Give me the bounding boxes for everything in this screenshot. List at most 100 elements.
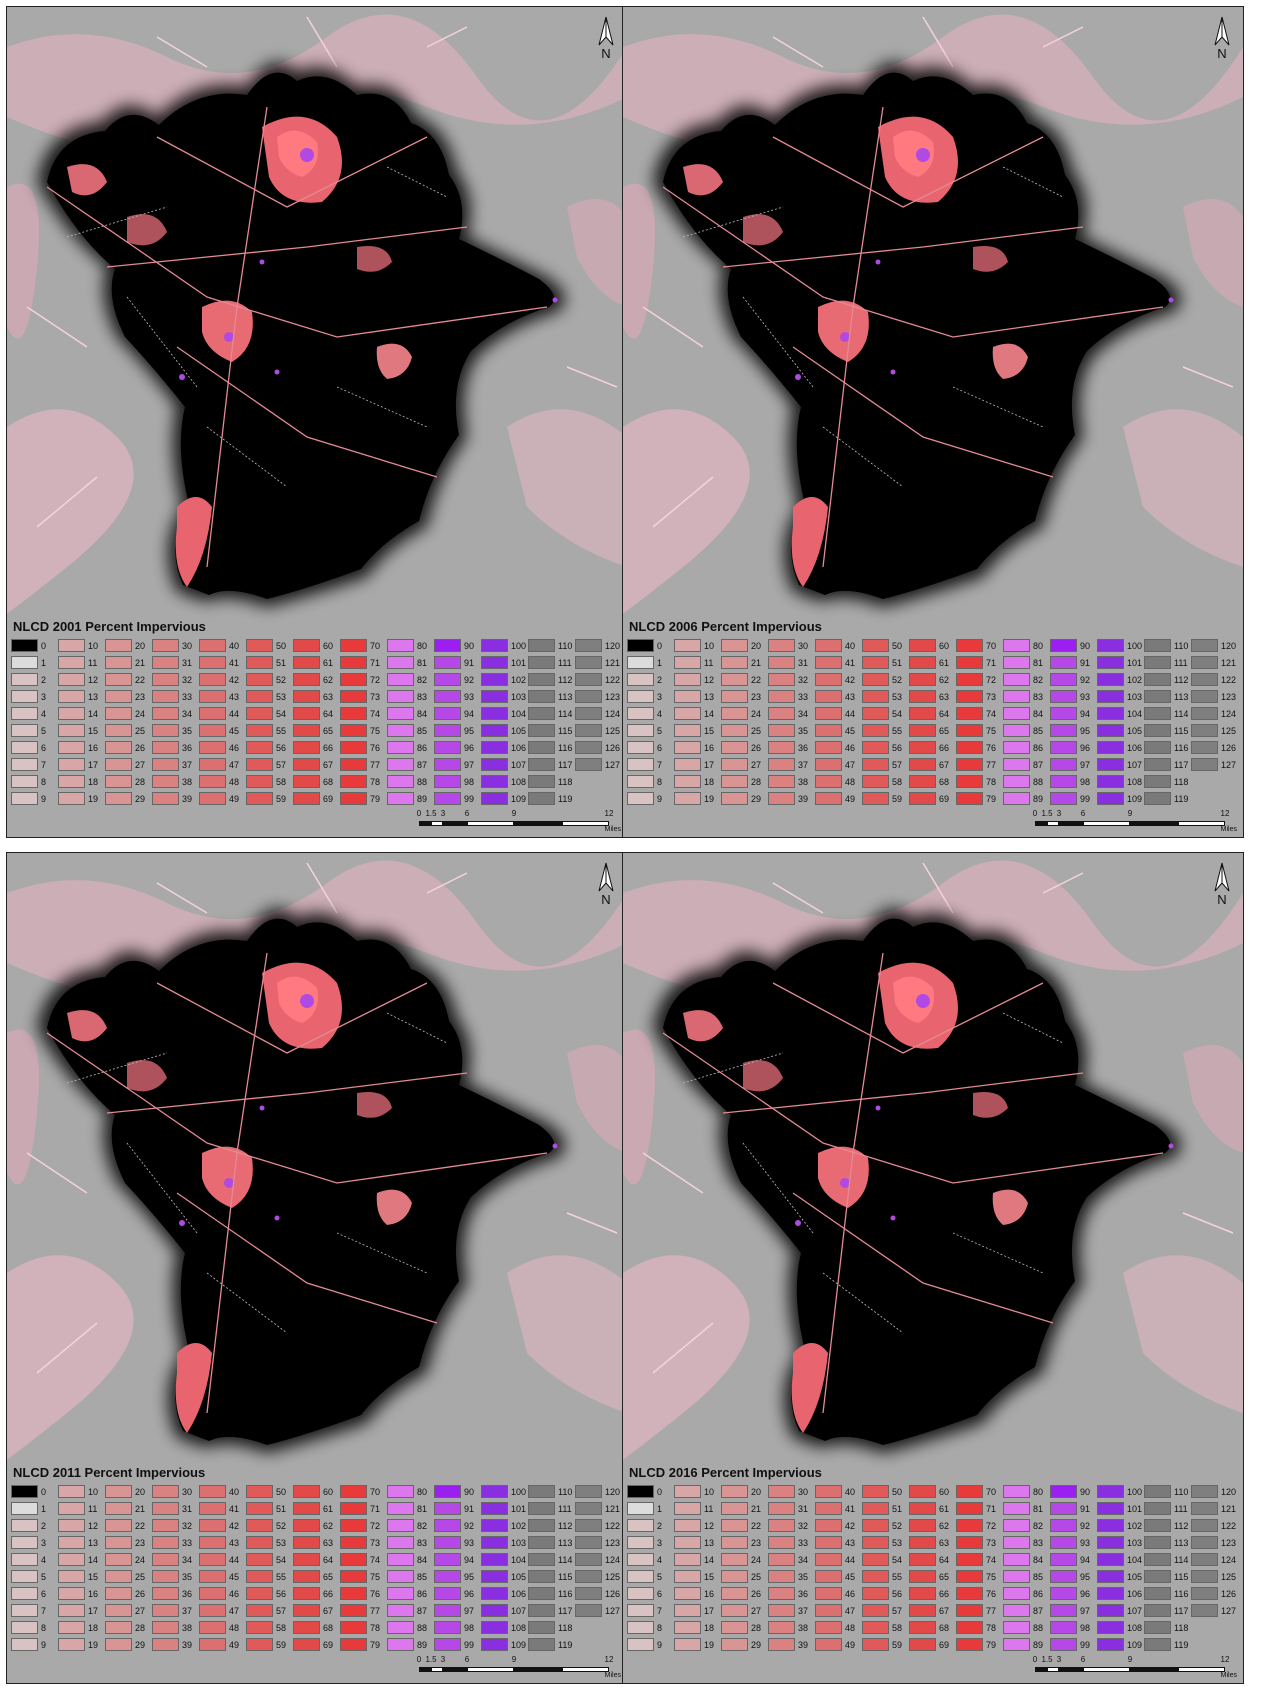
scale-units: Miles: [1220, 826, 1237, 833]
legend-label: 45: [229, 1571, 240, 1582]
legend-label: 122: [1221, 1520, 1237, 1531]
legend-swatch: [815, 775, 842, 788]
legend-swatch: [340, 707, 367, 720]
legend-label: 33: [798, 691, 809, 702]
legend-label: 117: [558, 759, 573, 770]
legend-label: 69: [323, 793, 334, 804]
legend-swatch: [909, 1587, 936, 1600]
legend-swatch: [1050, 1485, 1077, 1498]
legend-item: 105: [1097, 722, 1144, 739]
legend-label: 7: [41, 759, 47, 770]
legend-label: 59: [276, 793, 287, 804]
legend-label: 103: [1127, 1537, 1143, 1548]
legend-label: 78: [370, 776, 381, 787]
legend-item: 59: [246, 1636, 293, 1653]
legend-swatch: [152, 639, 179, 652]
legend-label: 20: [751, 640, 762, 651]
legend-label: 90: [464, 1486, 475, 1497]
legend-swatch: [1144, 1570, 1171, 1583]
legend-swatch: [340, 792, 367, 805]
legend-label: 103: [1127, 691, 1143, 702]
legend-label: 41: [229, 1503, 240, 1514]
legend-swatch: [862, 1553, 889, 1566]
legend-item: 63: [293, 1534, 340, 1551]
legend-swatch: [246, 690, 273, 703]
legend-label: 73: [370, 1537, 381, 1548]
legend-label: 78: [370, 1622, 381, 1633]
legend-swatch: [528, 1604, 555, 1617]
legend-item: 124: [575, 705, 622, 722]
legend-label: 83: [417, 1537, 428, 1548]
legend-label: 73: [986, 691, 997, 702]
legend-label: 54: [276, 708, 287, 719]
legend-item: 47: [815, 1602, 862, 1619]
scale-tick-label: 0: [416, 809, 422, 818]
legend-label: 46: [229, 742, 240, 753]
legend-swatch: [768, 673, 795, 686]
legend-swatch: [1050, 792, 1077, 805]
legend-label: 57: [892, 759, 903, 770]
legend-item: 48: [199, 1619, 246, 1636]
legend-swatch: [768, 639, 795, 652]
legend-swatch: [1191, 639, 1218, 652]
legend-item: 86: [1003, 739, 1050, 756]
legend-label: 14: [704, 708, 715, 719]
legend-item: 45: [815, 1568, 862, 1585]
legend-label: 40: [845, 640, 856, 651]
legend-item: 74: [956, 1551, 1003, 1568]
legend-item: 6: [627, 739, 674, 756]
legend-label: 33: [798, 1537, 809, 1548]
legend-item: 30: [768, 637, 815, 654]
legend-swatch: [11, 673, 38, 686]
legend-item: 89: [387, 790, 434, 807]
legend-swatch: [674, 1502, 701, 1515]
legend-swatch: [11, 1604, 38, 1617]
legend-label: 97: [464, 759, 475, 770]
legend-swatch: [815, 1638, 842, 1651]
legend-item: 54: [246, 705, 293, 722]
legend-swatch: [909, 1638, 936, 1651]
legend-label: 5: [41, 725, 47, 736]
legend-label: 52: [892, 1520, 903, 1531]
legend-item: 26: [105, 739, 152, 756]
legend-item: 114: [1144, 705, 1191, 722]
legend-swatch: [152, 792, 179, 805]
legend-swatch: [1050, 741, 1077, 754]
legend-item: 30: [152, 637, 199, 654]
legend-label: 91: [1080, 657, 1091, 668]
legend-item: 43: [815, 1534, 862, 1551]
legend-label: 117: [1174, 759, 1189, 770]
legend-label: 53: [892, 1537, 903, 1548]
legend-item: 12: [58, 671, 105, 688]
legend-label: 83: [1033, 691, 1044, 702]
legend-label: 88: [417, 1622, 428, 1633]
legend-swatch: [862, 656, 889, 669]
legend-item: 116: [528, 1585, 575, 1602]
legend-swatch: [434, 1553, 461, 1566]
legend-item: 21: [105, 654, 152, 671]
legend-swatch: [909, 741, 936, 754]
legend-item: 38: [152, 773, 199, 790]
legend-label: 94: [464, 1554, 475, 1565]
legend-label: 26: [135, 1588, 146, 1599]
legend-item: 80: [1003, 1483, 1050, 1500]
legend-item: 52: [246, 1517, 293, 1534]
legend-label: 6: [657, 742, 663, 753]
legend-label: 35: [798, 725, 809, 736]
legend-swatch: [768, 707, 795, 720]
legend-item: 72: [340, 1517, 387, 1534]
legend-item: 98: [1050, 1619, 1097, 1636]
legend-item: 28: [721, 1619, 768, 1636]
legend-label: 56: [892, 742, 903, 753]
legend-swatch: [815, 758, 842, 771]
legend-label: 84: [1033, 1554, 1044, 1565]
legend-item: 27: [105, 756, 152, 773]
legend-label: 8: [657, 776, 663, 787]
legend-item: 45: [199, 722, 246, 739]
legend-label: 24: [751, 1554, 762, 1565]
legend-swatch: [434, 673, 461, 686]
legend-item: 80: [387, 1483, 434, 1500]
legend-item: 108: [1097, 1619, 1144, 1636]
legend-item: 99: [1050, 790, 1097, 807]
scale-tick-label: 3: [440, 809, 446, 818]
